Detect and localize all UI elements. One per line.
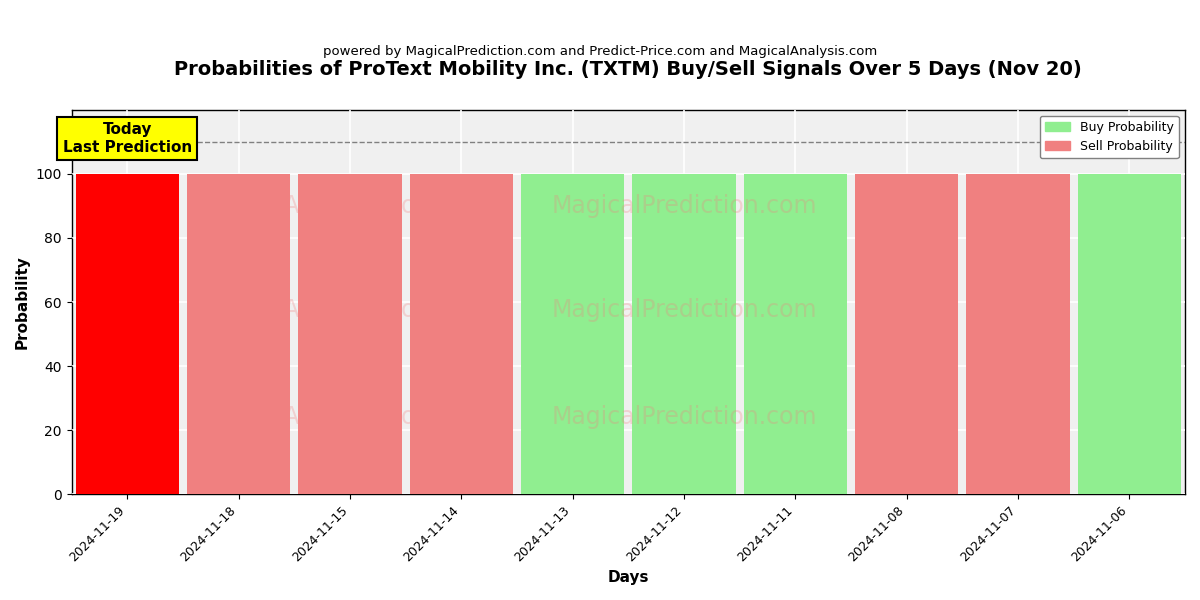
Bar	[521, 174, 624, 494]
Text: MagicalAnalysis.com: MagicalAnalysis.com	[194, 298, 439, 322]
Text: MagicalPrediction.com: MagicalPrediction.com	[551, 194, 817, 218]
Bar	[744, 174, 847, 494]
Text: powered by MagicalPrediction.com and Predict-Price.com and MagicalAnalysis.com: powered by MagicalPrediction.com and Pre…	[323, 45, 877, 58]
Bar	[1078, 174, 1181, 494]
Bar	[854, 174, 959, 494]
Y-axis label: Probability: Probability	[16, 255, 30, 349]
Legend: Buy Probability, Sell Probability: Buy Probability, Sell Probability	[1040, 116, 1178, 158]
X-axis label: Days: Days	[607, 570, 649, 585]
Text: MagicalPrediction.com: MagicalPrediction.com	[551, 406, 817, 430]
Text: MagicalAnalysis.com: MagicalAnalysis.com	[194, 406, 439, 430]
Bar	[76, 174, 179, 494]
Bar	[299, 174, 402, 494]
Text: MagicalAnalysis.com: MagicalAnalysis.com	[194, 194, 439, 218]
Bar	[966, 174, 1069, 494]
Text: Today
Last Prediction: Today Last Prediction	[62, 122, 192, 155]
Bar	[187, 174, 290, 494]
Bar	[409, 174, 514, 494]
Text: MagicalPrediction.com: MagicalPrediction.com	[551, 298, 817, 322]
Title: Probabilities of ProText Mobility Inc. (TXTM) Buy/Sell Signals Over 5 Days (Nov : Probabilities of ProText Mobility Inc. (…	[174, 60, 1082, 79]
Bar	[632, 174, 736, 494]
